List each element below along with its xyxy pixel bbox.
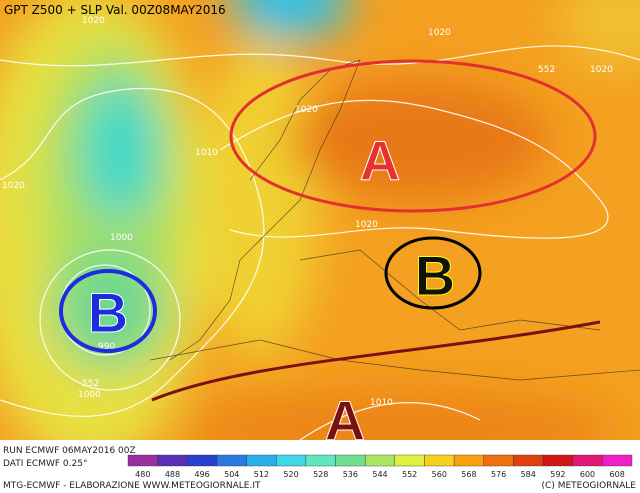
legend-swatch <box>127 454 158 467</box>
map-label: 1010 <box>370 398 393 408</box>
low-label: B <box>88 281 128 344</box>
legend-swatch <box>513 454 544 467</box>
low-ring <box>59 269 157 353</box>
legend-label: 504 <box>224 470 239 479</box>
legend-label: 480 <box>135 470 150 479</box>
legend-swatch <box>335 454 366 467</box>
legend-label: 496 <box>194 470 209 479</box>
legend-swatch <box>483 454 514 467</box>
map-label: 552 <box>538 65 555 75</box>
map-label: 1020 <box>295 105 318 115</box>
map-label: 990 <box>98 342 115 352</box>
legend-swatch <box>394 454 425 467</box>
legend-label: 544 <box>372 470 387 479</box>
legend-swatch <box>424 454 455 467</box>
map-label: 1020 <box>428 28 451 38</box>
map-label: 1010 <box>195 148 218 158</box>
low-label: B <box>415 244 455 307</box>
legend-swatch <box>364 454 396 467</box>
legend-swatch <box>246 454 277 467</box>
high-ring <box>229 59 597 213</box>
legend-label: 600 <box>580 470 595 479</box>
legend-label: 552 <box>402 470 417 479</box>
run-info: DATI ECMWF 0.25° <box>3 459 87 469</box>
info-bar <box>0 440 640 493</box>
map-label: 1020 <box>355 220 378 230</box>
legend-swatch <box>216 454 247 467</box>
legend-label: 520 <box>283 470 298 479</box>
legend-swatch <box>602 454 633 467</box>
legend-swatch <box>187 454 218 467</box>
map-label: 552 <box>82 379 99 389</box>
legend-swatch <box>572 454 603 467</box>
legend-label: 560 <box>432 470 447 479</box>
legend-label: 512 <box>254 470 269 479</box>
legend-label: 592 <box>550 470 565 479</box>
legend-swatch <box>157 454 188 467</box>
run-info: RUN ECMWF 06MAY2016 00Z <box>3 446 136 456</box>
legend-label: 488 <box>165 470 180 479</box>
legend-label: 536 <box>343 470 358 479</box>
high-label: A <box>360 129 400 192</box>
title: GPT Z500 + SLP Val. 00Z08MAY2016 <box>4 3 226 17</box>
legend: 480 488 496 504 512 520 528 536 544 552 560 568 576 5… <box>127 454 633 479</box>
footer-right: (C) METEOGIORNALE <box>542 481 637 491</box>
map-label: 1020 <box>590 65 613 75</box>
map-label: 1000 <box>110 233 133 243</box>
legend-swatch <box>542 454 573 467</box>
low-ring <box>384 236 482 310</box>
legend-swatch <box>305 454 336 467</box>
legend-label: 528 <box>313 470 328 479</box>
map-label: 1020 <box>82 16 105 26</box>
map: 1020 1020 552 1020 1020 1010 1020 1020 1… <box>0 0 640 452</box>
ridge-line <box>151 320 601 402</box>
legend-swatch <box>453 454 484 467</box>
map-label: 1020 <box>2 181 25 191</box>
map-label: 1000 <box>78 390 101 400</box>
legend-label: 584 <box>521 470 536 479</box>
legend-label: 608 <box>610 470 625 479</box>
legend-label: 568 <box>461 470 476 479</box>
footer-left: MTG-ECMWF - ELABORAZIONE WWW.METEOGIORNA… <box>3 481 261 491</box>
legend-swatch <box>276 454 307 467</box>
high-label: A <box>325 389 365 452</box>
legend-label: 576 <box>491 470 506 479</box>
